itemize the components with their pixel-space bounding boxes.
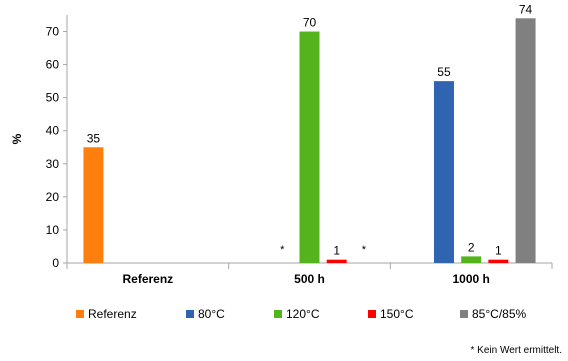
- data-label-500-h-120-c: 70: [303, 16, 317, 30]
- legend-item-referenz: Referenz: [76, 306, 137, 322]
- y-tick-label: 30: [46, 157, 60, 171]
- legend-item-120c: 120°C: [274, 306, 320, 322]
- legend-label-120c: 120°C: [286, 307, 320, 321]
- x-tick-label: 500 h: [294, 272, 325, 286]
- legend-item-80c: 80°C: [186, 306, 225, 322]
- data-label-1000-h-80-c: 55: [437, 65, 451, 79]
- x-tick-label: Referenz: [122, 272, 173, 286]
- bar-500-h-120-c: [299, 31, 320, 264]
- legend-label-80c: 80°C: [198, 307, 225, 321]
- y-tick-label: 40: [46, 124, 60, 138]
- legend-swatch-150c: [368, 310, 376, 318]
- legend-swatch-85c85: [460, 310, 468, 318]
- bar-referenz-referenz: [83, 147, 104, 263]
- y-tick-label: 20: [46, 190, 60, 204]
- legend-swatch-120c: [274, 310, 282, 318]
- y-tick-label: 10: [46, 223, 60, 237]
- x-tick-label: 1000 h: [452, 272, 489, 286]
- bar-1000-h-120-c: [461, 256, 482, 263]
- y-tick-label: 50: [46, 91, 60, 105]
- data-label-500-h-150-c: 1: [333, 244, 340, 258]
- y-tick-label: 0: [52, 256, 59, 270]
- legend-label-referenz: Referenz: [88, 307, 137, 321]
- missing-value-marker: *: [362, 244, 367, 256]
- legend-label-85c85: 85°C/85%: [472, 307, 527, 321]
- bar-1000-h-85-c-85: [515, 18, 536, 263]
- chart-footnote: * Kein Wert ermittelt.: [470, 345, 562, 356]
- bar-1000-h-80-c: [433, 81, 454, 263]
- data-label-1000-h-85-c-85: 74: [519, 2, 533, 16]
- legend-swatch-80c: [186, 310, 194, 318]
- legend-item-85c85: 85°C/85%: [460, 306, 526, 322]
- y-tick-label: 60: [46, 58, 60, 72]
- data-label-1000-h-150-c: 1: [495, 244, 502, 258]
- missing-value-marker: *: [280, 244, 285, 256]
- data-label-referenz-referenz: 35: [87, 131, 101, 145]
- legend-swatch-referenz: [76, 310, 84, 318]
- legend-item-150c: 150°C: [368, 306, 414, 322]
- y-tick-label: 70: [46, 25, 60, 39]
- bar-1000-h-150-c: [488, 259, 509, 263]
- data-label-1000-h-120-c: 2: [468, 240, 475, 254]
- chart-plot: 0 10 20 30 40 50 60 70% Referenz 500 h 1000 h 35 55 7…: [10, 2, 553, 286]
- bar-500-h-150-c: [326, 259, 347, 263]
- y-axis-label: %: [10, 133, 24, 144]
- legend-label-150c: 150°C: [380, 307, 414, 321]
